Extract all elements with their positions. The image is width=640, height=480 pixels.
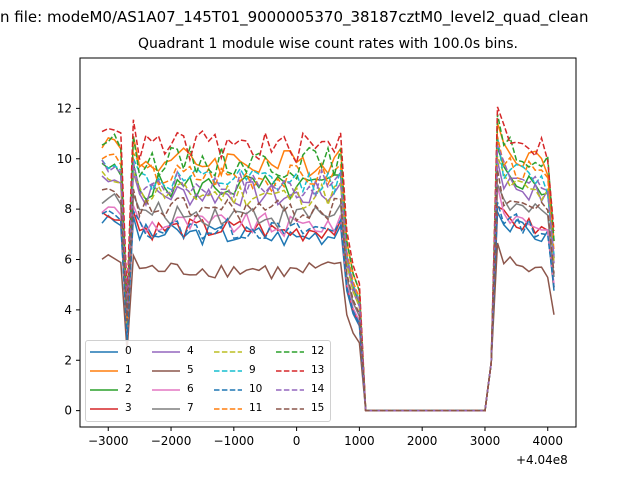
legend-label: 7 <box>187 402 194 414</box>
x-tick-label: 3000 <box>470 434 501 448</box>
legend-swatch <box>214 389 242 391</box>
legend-label: 3 <box>125 402 132 414</box>
legend-label: 5 <box>187 364 194 376</box>
legend-label: 2 <box>125 383 132 395</box>
x-tick-label: 1000 <box>344 434 375 448</box>
x-axis: −3000 −2000 −1000 0 1000 2000 3000 4000 <box>88 427 563 448</box>
series-line-15 <box>101 169 555 412</box>
legend-swatch <box>90 408 118 410</box>
x-tick-label: −2000 <box>151 434 192 448</box>
y-tick-label: 2 <box>64 353 72 367</box>
legend-swatch <box>214 351 242 353</box>
legend-swatch <box>152 370 180 372</box>
x-tick-label: −1000 <box>214 434 255 448</box>
series-line-14 <box>101 145 555 412</box>
y-tick-label: 8 <box>64 202 72 216</box>
legend-swatch <box>276 389 304 391</box>
legend-label: 15 <box>311 402 325 414</box>
legend-swatch <box>214 408 242 410</box>
legend-label: 0 <box>125 345 132 357</box>
y-tick-label: 10 <box>57 152 72 166</box>
legend-swatch <box>276 370 304 372</box>
x-tick-label: 2000 <box>407 434 438 448</box>
series-line-13 <box>101 106 555 412</box>
legend-swatch <box>152 351 180 353</box>
y-tick-label: 6 <box>64 253 72 267</box>
legend-label: 11 <box>249 402 263 414</box>
legend-swatch <box>214 370 242 372</box>
legend-label: 4 <box>187 345 194 357</box>
legend-swatch <box>90 351 118 353</box>
figure-suptitle: n file: modeM0/AS1A07_145T01_9000005370_… <box>0 8 589 26</box>
legend-label: 1 <box>125 364 132 376</box>
y-tick-label: 12 <box>57 101 72 115</box>
y-tick-label: 4 <box>64 303 72 317</box>
legend: 0 1 2 3 4 5 6 7 8 9 10 11 12 13 14 15 <box>85 340 331 422</box>
legend-label: 13 <box>311 364 325 376</box>
x-tick-label: −3000 <box>88 434 129 448</box>
x-offset-label: +4.04e8 <box>516 453 568 467</box>
legend-swatch <box>152 408 180 410</box>
legend-label: 6 <box>187 383 194 395</box>
legend-swatch <box>276 408 304 410</box>
y-axis: 0 2 4 6 8 10 12 <box>57 101 80 418</box>
x-tick-label: 0 <box>293 434 301 448</box>
series-layer <box>101 106 555 412</box>
legend-label: 9 <box>249 364 256 376</box>
legend-label: 8 <box>249 345 256 357</box>
legend-label: 12 <box>311 345 325 357</box>
legend-swatch <box>152 389 180 391</box>
plot-frame <box>79 57 577 428</box>
legend-label: 10 <box>249 383 263 395</box>
series-line-11 <box>101 136 555 412</box>
legend-swatch <box>90 389 118 391</box>
chart-title: Quadrant 1 module wise count rates with … <box>138 36 518 52</box>
legend-label: 14 <box>311 383 325 395</box>
y-tick-label: 0 <box>64 404 72 418</box>
legend-swatch <box>276 351 304 353</box>
x-tick-label: 4000 <box>532 434 563 448</box>
legend-swatch <box>90 370 118 372</box>
